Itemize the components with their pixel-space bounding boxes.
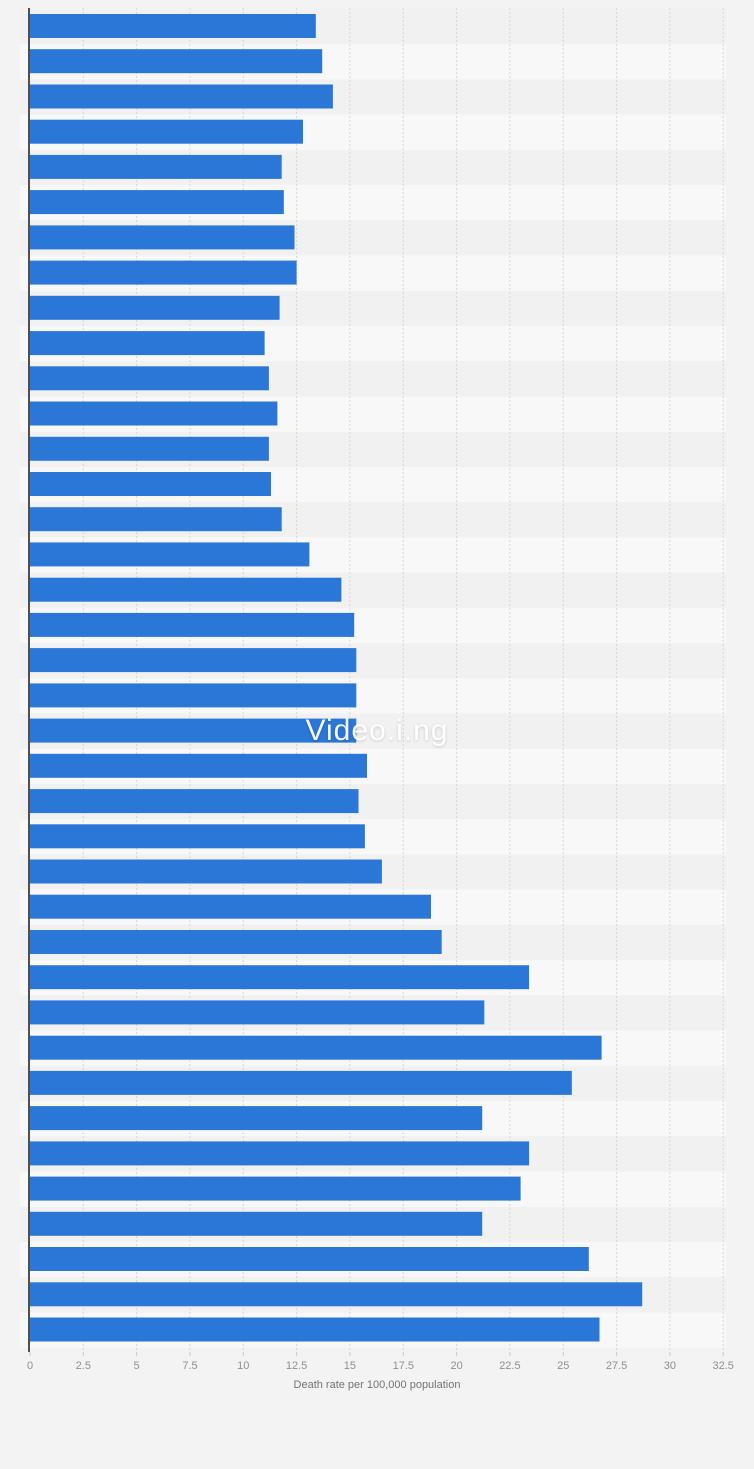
- bar[interactable]: [30, 401, 278, 426]
- bar[interactable]: [30, 84, 333, 109]
- bar[interactable]: [30, 542, 310, 567]
- bar[interactable]: [30, 1282, 643, 1307]
- bar[interactable]: [30, 824, 365, 849]
- bar[interactable]: [30, 1035, 602, 1060]
- x-tick-label: 32.5: [712, 1360, 733, 1372]
- bar[interactable]: [30, 1247, 589, 1271]
- x-axis-title: Death rate per 100,000 population: [293, 1379, 461, 1391]
- bar[interactable]: [30, 472, 271, 496]
- bar[interactable]: [30, 648, 357, 673]
- bar[interactable]: [30, 507, 282, 532]
- bar[interactable]: [30, 225, 295, 250]
- bar[interactable]: [30, 295, 280, 320]
- bar[interactable]: [30, 1317, 600, 1342]
- bar[interactable]: [30, 119, 303, 144]
- bar[interactable]: [30, 1141, 530, 1166]
- x-tick-label: 17.5: [393, 1360, 414, 1372]
- bar[interactable]: [30, 894, 431, 919]
- x-tick-label: 22.5: [499, 1360, 520, 1372]
- bar[interactable]: [30, 683, 357, 708]
- bar[interactable]: [30, 1070, 572, 1095]
- axis-line: [28, 8, 30, 1352]
- x-tick-label: 7.5: [182, 1360, 197, 1372]
- bar[interactable]: [30, 154, 282, 179]
- bar[interactable]: [30, 331, 265, 356]
- bar[interactable]: [30, 577, 342, 602]
- x-tick-label: 15: [344, 1360, 356, 1372]
- bar[interactable]: [30, 930, 442, 954]
- bar[interactable]: [30, 14, 316, 38]
- x-tick-label: 2.5: [76, 1360, 91, 1372]
- bar[interactable]: [30, 859, 382, 884]
- bar[interactable]: [30, 49, 323, 74]
- bar[interactable]: [30, 366, 269, 391]
- bar[interactable]: [30, 753, 367, 778]
- bar[interactable]: [30, 1176, 521, 1201]
- bar[interactable]: [30, 1000, 485, 1025]
- x-tick-label: 30: [664, 1360, 676, 1372]
- x-tick-label: 0: [27, 1360, 33, 1372]
- bar[interactable]: [30, 1211, 483, 1236]
- x-tick-label: 20: [450, 1360, 462, 1372]
- x-tick-label: 25: [557, 1360, 569, 1372]
- x-tick-label: 27.5: [606, 1360, 627, 1372]
- bar[interactable]: [30, 612, 355, 637]
- x-tick-label: 5: [134, 1360, 140, 1372]
- x-tick-label: 10: [237, 1360, 249, 1372]
- bar[interactable]: [30, 718, 357, 743]
- bar[interactable]: [30, 965, 530, 990]
- bar[interactable]: [30, 1106, 483, 1131]
- bar[interactable]: [30, 190, 284, 215]
- bar[interactable]: [30, 789, 359, 814]
- bar[interactable]: [30, 260, 297, 285]
- bar[interactable]: [30, 436, 269, 461]
- x-tick-label: 12.5: [286, 1360, 307, 1372]
